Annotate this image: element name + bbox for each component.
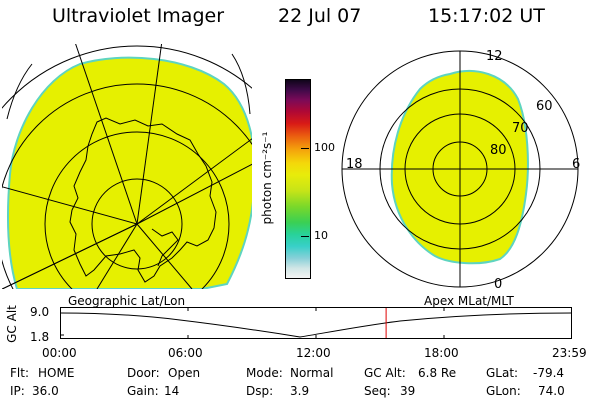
geo-outer-arc xyxy=(6,63,33,120)
seq-label: Seq: xyxy=(364,384,391,398)
geographic-auroral-image xyxy=(2,44,252,289)
door-label: Door: xyxy=(127,366,160,380)
peninsula-coastline xyxy=(151,228,179,267)
time-tick-1800: 18:00 xyxy=(424,346,459,360)
altitude-orbit-plot xyxy=(60,307,572,339)
glon-label: GLon: xyxy=(486,384,521,398)
glat-label: GLat: xyxy=(486,366,519,380)
apex-panel-label: Apex MLat/MLT xyxy=(424,294,514,308)
dsp-label: Dsp: xyxy=(246,384,274,398)
antarctica-coastline xyxy=(69,117,217,283)
observation-time: 15:17:02 UT xyxy=(428,5,545,27)
time-tick-1200: 12:00 xyxy=(296,346,331,360)
colorbar-label-high: 100 xyxy=(314,141,335,154)
geo-meridian xyxy=(75,44,138,225)
gcalt-label: GC Alt: xyxy=(364,366,406,380)
geo-meridian xyxy=(136,138,252,225)
geo-meridian xyxy=(136,44,163,225)
geo-meridian xyxy=(136,223,193,289)
geo-lat-circle xyxy=(91,178,183,270)
colorbar-tick xyxy=(301,236,309,237)
gain-value: 14 xyxy=(164,384,180,398)
altitude-axis-label: GC Alt xyxy=(5,305,19,343)
gcalt-value: 6.8 Re xyxy=(418,366,457,380)
mlt-label-6: 6 xyxy=(572,157,580,172)
altitude-curve xyxy=(60,312,572,338)
instrument-title: Ultraviolet Imager xyxy=(52,5,225,27)
colorbar: photon cm⁻²s⁻¹ 100 10 xyxy=(255,76,335,282)
time-tick-2359: 23:59 xyxy=(552,346,587,360)
mlat-label-70: 70 xyxy=(512,121,529,136)
geo-meridian xyxy=(136,163,252,225)
colorbar-gradient xyxy=(285,79,311,279)
ip-value: 36.0 xyxy=(32,384,59,398)
colorbar-unit-label: photon cm⁻²s⁻¹ xyxy=(260,131,274,225)
auroral-emission-region xyxy=(7,56,252,289)
geo-lat-circle xyxy=(2,83,252,289)
apex-polar-plot: 12 18 6 0 60 70 80 xyxy=(341,49,580,289)
geo-outer-arc xyxy=(231,53,251,115)
flt-label: Flt: xyxy=(10,366,29,380)
glon-value: 74.0 xyxy=(538,384,565,398)
altitude-tick-high: 9.0 xyxy=(30,305,50,319)
mlat-label-80: 80 xyxy=(490,143,507,158)
time-tick-0000: 00:00 xyxy=(42,346,77,360)
seq-value: 39 xyxy=(400,384,416,398)
ip-label: IP: xyxy=(10,384,25,398)
altitude-tick-low: 1.8 xyxy=(30,330,50,344)
geo-meridian xyxy=(96,223,138,289)
mlt-label-12: 12 xyxy=(486,49,503,64)
geo-meridian-double xyxy=(2,223,138,289)
gain-label: Gain: xyxy=(127,384,159,398)
door-value: Open xyxy=(168,366,201,380)
observation-date: 22 Jul 07 xyxy=(278,5,362,27)
geographic-panel-label: Geographic Lat/Lon xyxy=(68,294,186,308)
colorbar-label-low: 10 xyxy=(314,229,328,242)
mlt-label-0: 0 xyxy=(494,277,502,289)
dsp-value: 3.9 xyxy=(290,384,310,398)
mlt-label-18: 18 xyxy=(346,157,363,172)
colorbar-tick xyxy=(301,148,309,149)
time-tick-0600: 06:00 xyxy=(168,346,203,360)
mlat-label-60: 60 xyxy=(536,99,553,114)
mode-label: Mode: xyxy=(246,366,283,380)
glat-value: -79.4 xyxy=(533,366,565,380)
geo-lat-circle xyxy=(44,131,230,289)
geo-lat-circle xyxy=(2,45,252,109)
geo-meridian xyxy=(2,186,138,225)
mode-value: Normal xyxy=(290,366,334,380)
flt-value: HOME xyxy=(38,366,75,380)
